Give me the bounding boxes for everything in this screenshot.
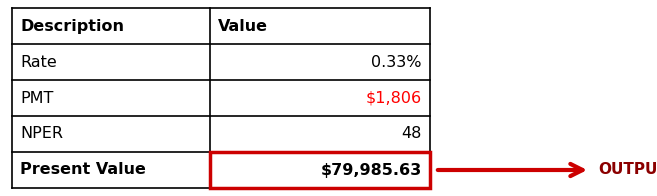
Text: 0.33%: 0.33% — [371, 54, 422, 70]
Text: NPER: NPER — [20, 126, 63, 142]
Text: Value: Value — [218, 18, 268, 34]
Text: Present Value: Present Value — [20, 162, 146, 178]
Text: $1,806: $1,806 — [366, 91, 422, 105]
Text: PMT: PMT — [20, 91, 53, 105]
Text: Description: Description — [20, 18, 124, 34]
Text: 48: 48 — [401, 126, 422, 142]
Bar — [210, 152, 430, 188]
Text: OUTPUT: OUTPUT — [598, 162, 657, 178]
Text: Rate: Rate — [20, 54, 57, 70]
Text: $79,985.63: $79,985.63 — [321, 162, 422, 178]
